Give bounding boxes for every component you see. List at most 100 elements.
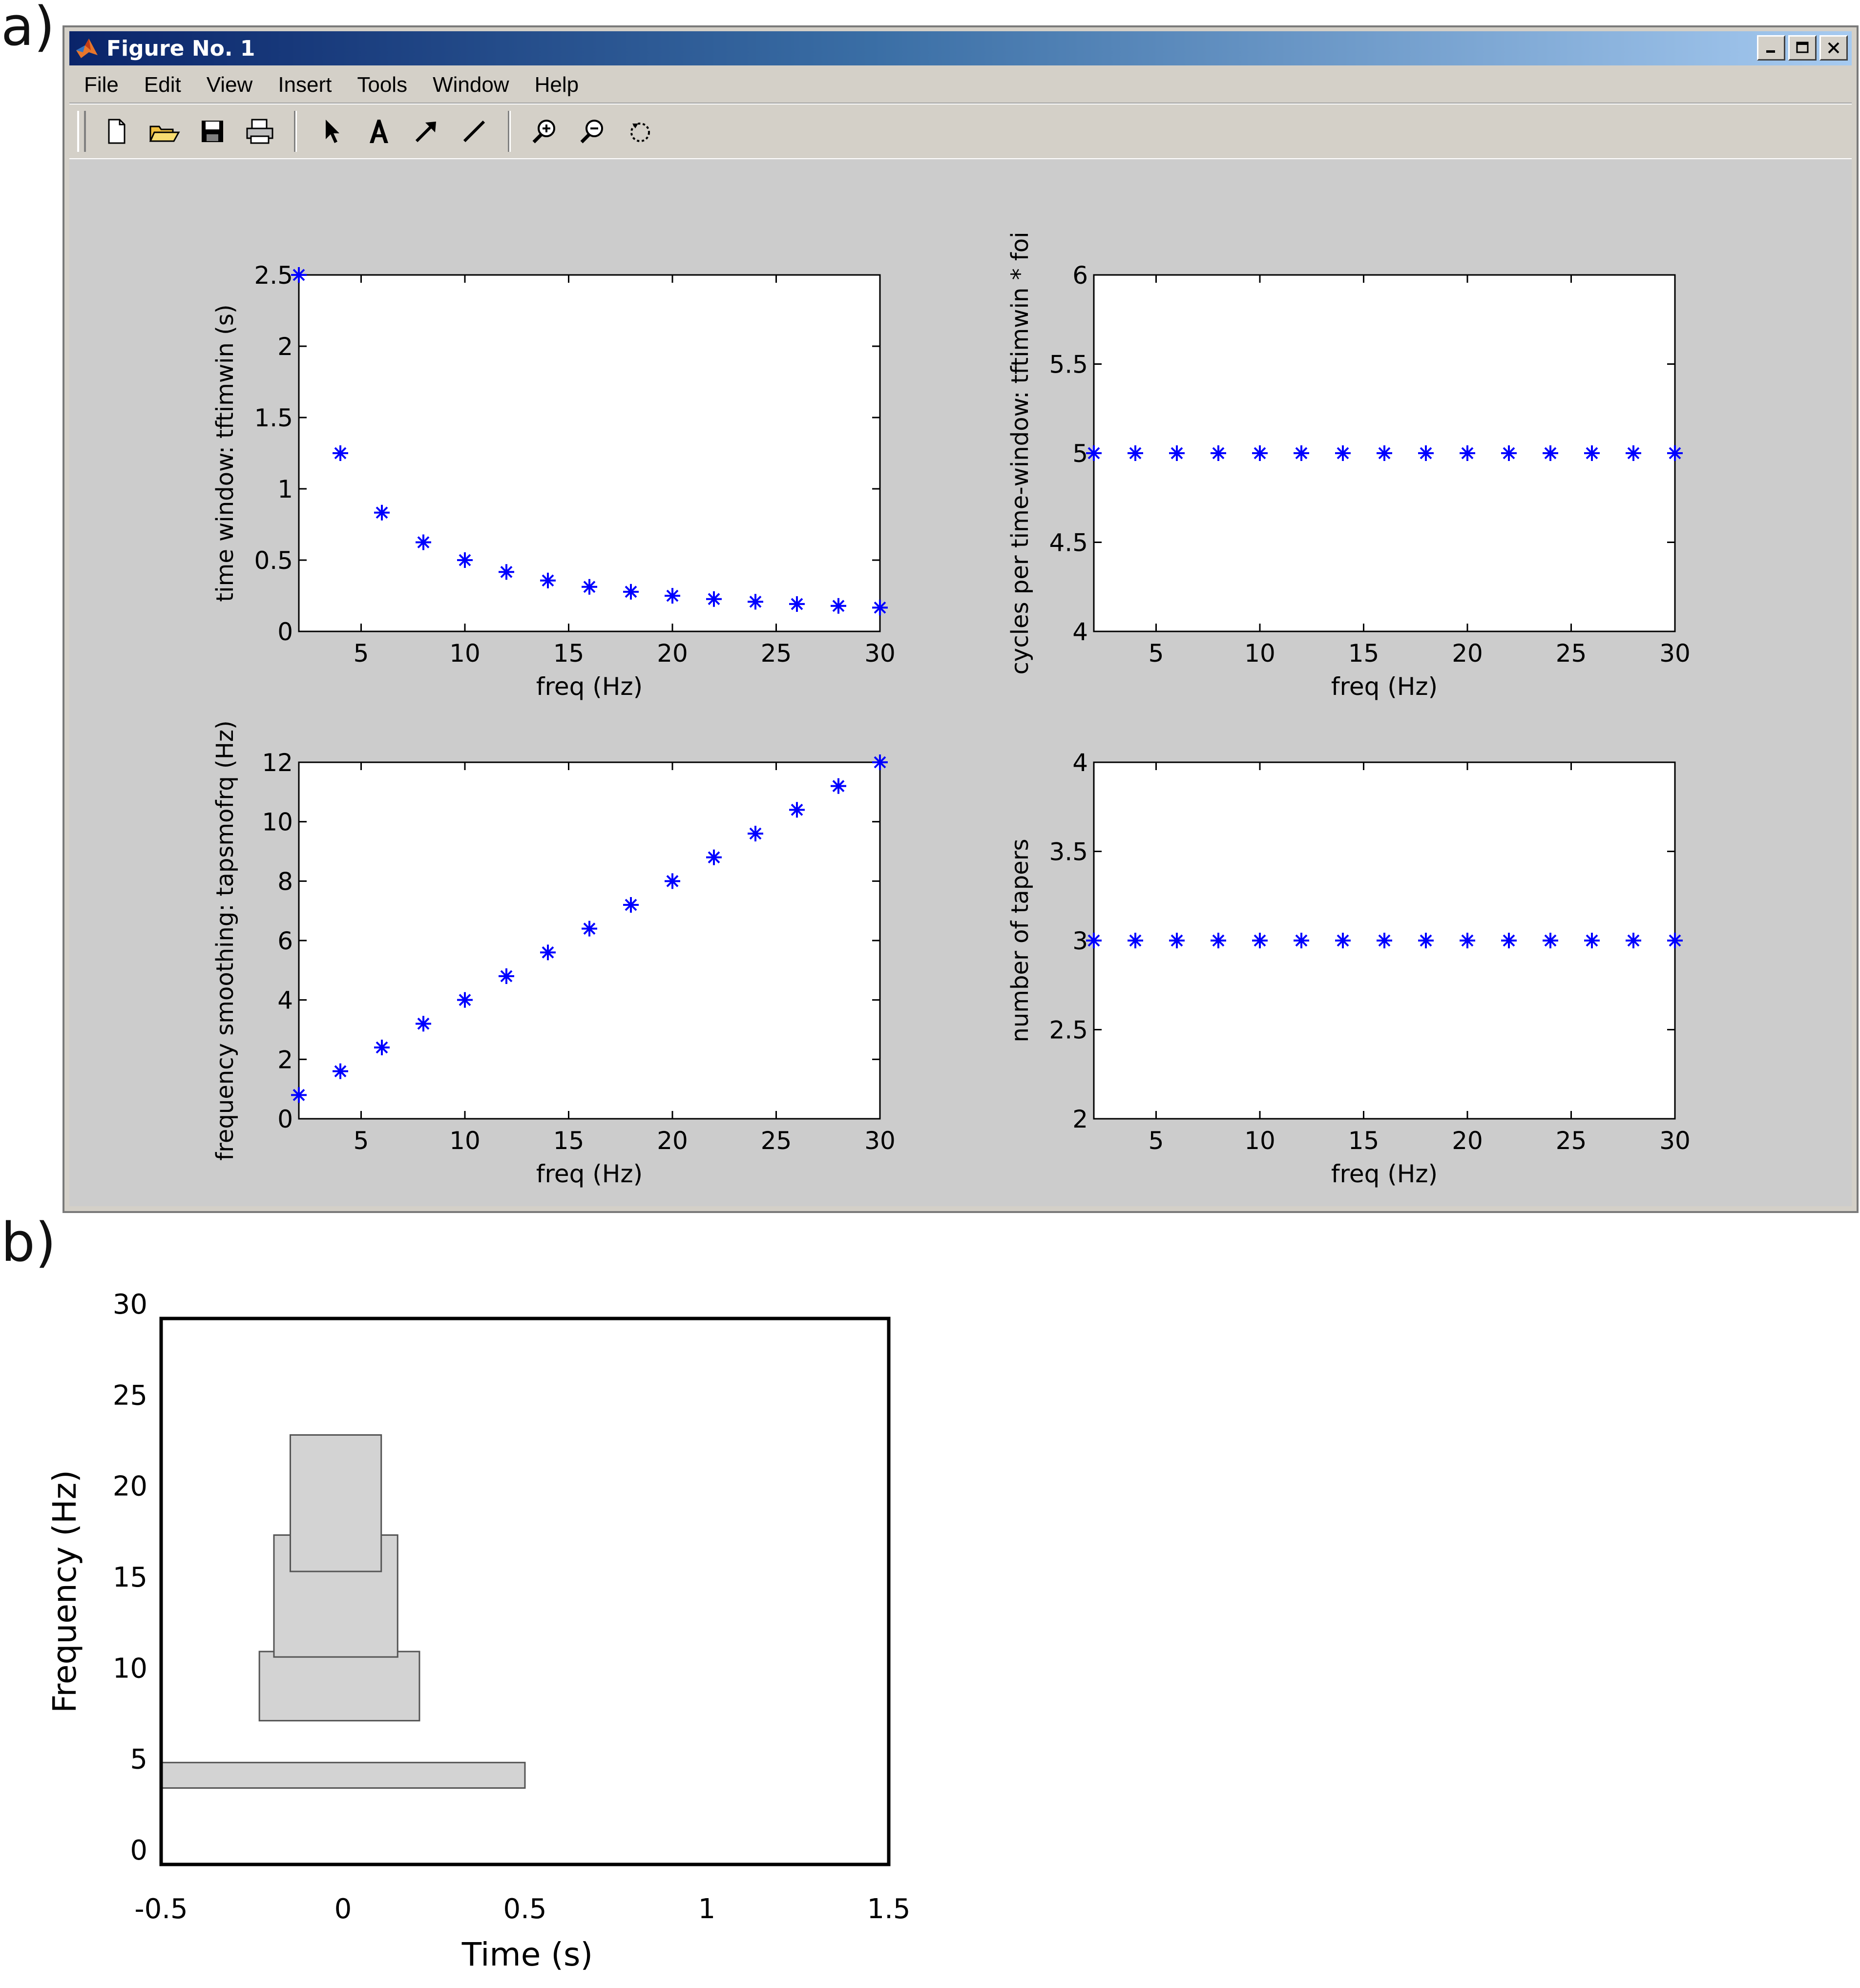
x-axis-label: freq (Hz) xyxy=(1331,672,1438,701)
y-tick-label: 30 xyxy=(113,1289,147,1320)
print-icon xyxy=(246,119,273,144)
menu-tools[interactable]: Tools xyxy=(357,73,408,97)
subplot-bl: 5 10 15 20 25 30 0 2 4 6 8 10 12 freq (Hz) frequency s… xyxy=(211,720,896,1188)
x-tick-label: 30 xyxy=(864,1127,896,1155)
data-point-marker xyxy=(1294,445,1309,461)
data-point-marker xyxy=(665,873,680,889)
time-frequency-tile xyxy=(289,1434,382,1572)
data-point-marker xyxy=(872,754,888,770)
data-point-marker xyxy=(1211,445,1226,461)
x-tick-label: 15 xyxy=(553,1127,585,1155)
x-tick-label: 20 xyxy=(1452,639,1483,668)
data-point-marker xyxy=(540,944,556,961)
x-tick-label: 5 xyxy=(354,1127,369,1155)
panel-label-b: b) xyxy=(1,1211,56,1274)
y-tick-label: 10 xyxy=(262,808,293,837)
data-point-marker xyxy=(1252,933,1268,948)
x-tick-label: 1.5 xyxy=(867,1893,910,1925)
toolbar-grip[interactable] xyxy=(77,111,86,152)
data-point-marker xyxy=(1128,445,1143,461)
menu-insert[interactable]: Insert xyxy=(278,73,332,97)
y-tick-label: 1.5 xyxy=(254,404,293,432)
print-button[interactable] xyxy=(239,110,281,152)
close-button[interactable] xyxy=(1819,35,1848,61)
y-tick-label: 6 xyxy=(277,927,293,955)
open-button[interactable] xyxy=(144,110,186,152)
menu-window[interactable]: Window xyxy=(433,73,509,97)
data-point-marker xyxy=(333,1063,348,1079)
text-A-icon xyxy=(370,120,388,143)
x-tick-label: 20 xyxy=(657,1127,688,1155)
data-point-marker xyxy=(789,802,805,818)
menu-help[interactable]: Help xyxy=(534,73,579,97)
data-point-marker xyxy=(1377,933,1392,948)
minimize-button[interactable] xyxy=(1757,35,1785,61)
zoom-out-button[interactable] xyxy=(571,110,613,152)
line-tool-icon xyxy=(463,120,485,143)
data-point-marker xyxy=(1460,933,1475,948)
data-point-marker xyxy=(1169,445,1185,461)
x-axis-label: freq (Hz) xyxy=(1331,1160,1438,1188)
x-tick-label: 5 xyxy=(354,639,369,668)
data-point-marker xyxy=(1128,933,1143,948)
y-axis-label: cycles per time-window: tftimwin * foi xyxy=(1006,232,1034,675)
rotate-icon xyxy=(630,123,650,142)
data-point-marker xyxy=(291,267,307,283)
select-tool-button[interactable] xyxy=(310,110,352,152)
zoom-in-button[interactable] xyxy=(523,110,565,152)
x-tick-label: 30 xyxy=(1659,1127,1691,1155)
menu-file[interactable]: File xyxy=(84,73,119,97)
x-tick-label: 1 xyxy=(698,1893,716,1925)
x-tick-label: 20 xyxy=(657,639,688,668)
line-tool-button[interactable] xyxy=(453,110,495,152)
arrow-tool-button[interactable] xyxy=(405,110,447,152)
y-tick-label: 4 xyxy=(277,986,293,1015)
data-point-marker xyxy=(706,591,722,607)
data-point-marker xyxy=(1543,445,1558,461)
data-point-marker xyxy=(582,921,597,937)
toolbar-separator xyxy=(294,111,297,152)
toolbar-separator xyxy=(508,111,511,152)
x-tick-label: 30 xyxy=(864,639,896,668)
menu-view[interactable]: View xyxy=(206,73,253,97)
y-tick-label: 2.5 xyxy=(254,261,293,290)
data-point-marker xyxy=(1667,933,1683,948)
axes-frame xyxy=(298,761,881,1120)
y-axis-label: number of tapers xyxy=(1006,838,1034,1042)
maximize-button[interactable] xyxy=(1788,35,1817,61)
y-tick-label: 3 xyxy=(1072,927,1088,955)
data-point-marker xyxy=(1418,445,1434,461)
matlab-logo-icon xyxy=(76,39,98,58)
new-file-button[interactable] xyxy=(96,110,138,152)
y-axis-label: Frequency (Hz) xyxy=(46,1470,84,1713)
rotate-button[interactable] xyxy=(619,110,661,152)
data-point-marker xyxy=(1626,933,1641,948)
data-point-marker xyxy=(1377,445,1392,461)
y-tick-label: 12 xyxy=(262,749,293,777)
data-point-marker xyxy=(416,534,431,550)
y-tick-label: 4 xyxy=(1072,618,1088,646)
x-tick-label: 0.5 xyxy=(503,1893,546,1925)
menu-edit[interactable]: Edit xyxy=(144,73,181,97)
figure-canvas: 5 10 15 20 25 30 0 0.5 1 1.5 2 2.5 freq (Hz) time win… xyxy=(69,159,1852,1206)
x-tick-label: 0 xyxy=(334,1893,352,1925)
y-tick-label: 2 xyxy=(277,1046,293,1074)
toolbar xyxy=(69,104,1852,159)
y-tick-label: 0 xyxy=(277,1105,293,1133)
y-axis-label: frequency smoothing: tapsmofrq (Hz) xyxy=(211,720,239,1161)
save-button[interactable] xyxy=(191,110,233,152)
text-tool-button[interactable] xyxy=(357,110,399,152)
data-point-marker xyxy=(831,598,846,614)
data-point-marker xyxy=(1211,933,1226,948)
x-tick-label: 30 xyxy=(1659,639,1691,668)
y-tick-label: 2.5 xyxy=(1049,1016,1088,1045)
menu-bar: File Edit View Insert Tools Window Help xyxy=(69,67,1852,104)
open-folder-icon xyxy=(149,126,180,142)
y-tick-label: 15 xyxy=(113,1562,147,1593)
minimize-icon xyxy=(1766,50,1775,53)
data-point-marker xyxy=(291,1087,307,1103)
title-bar[interactable]: Figure No. 1 xyxy=(69,31,1852,65)
x-tick-label: 15 xyxy=(1348,639,1379,668)
data-point-marker xyxy=(1584,933,1600,948)
y-tick-label: 2 xyxy=(277,333,293,361)
